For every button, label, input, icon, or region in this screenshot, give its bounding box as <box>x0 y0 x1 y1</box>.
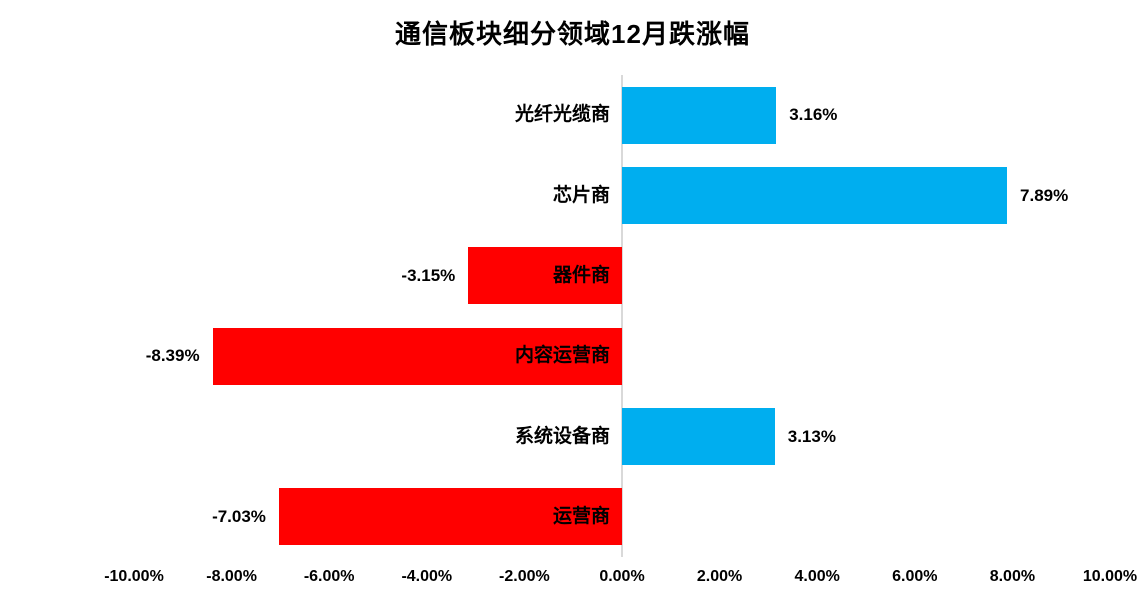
bar-negative <box>212 327 622 385</box>
category-label: 内容运营商 <box>514 345 610 367</box>
x-tick-label: 4.00% <box>794 568 840 585</box>
x-tick-label: -2.00% <box>499 568 550 585</box>
x-tick-label: -6.00% <box>303 568 355 585</box>
value-label: 3.13% <box>787 426 836 446</box>
value-label: 7.89% <box>1020 185 1069 205</box>
x-tick-label: 8.00% <box>989 568 1036 585</box>
x-tick-label: 0.00% <box>599 568 645 585</box>
bar-negative <box>278 488 622 546</box>
value-label: 3.16% <box>789 105 838 125</box>
bar-negative <box>468 247 622 305</box>
x-tick-label: -4.00% <box>401 568 453 585</box>
bar-positive <box>622 167 1008 224</box>
category-label: 器件商 <box>552 264 610 286</box>
x-tick-label: 6.00% <box>892 568 938 585</box>
bar-positive <box>622 408 775 465</box>
zero-axis-line <box>621 75 623 557</box>
category-label: 光纤光缆商 <box>514 104 610 126</box>
x-tick-label: -10.00% <box>104 568 164 585</box>
value-label: -7.03% <box>212 506 266 526</box>
x-tick-label: 2.00% <box>696 568 743 585</box>
chart-title: 通信板块细分领域12月跌涨幅 <box>395 19 750 49</box>
category-label: 系统设备商 <box>514 425 610 447</box>
value-label: -8.39% <box>145 346 200 366</box>
x-tick-label: 10.00% <box>1082 568 1138 585</box>
value-label: -3.15% <box>401 265 456 285</box>
category-label: 芯片商 <box>552 184 610 206</box>
x-tick-label: -8.00% <box>206 568 257 585</box>
bar-positive <box>622 86 777 144</box>
category-label: 运营商 <box>552 505 610 527</box>
